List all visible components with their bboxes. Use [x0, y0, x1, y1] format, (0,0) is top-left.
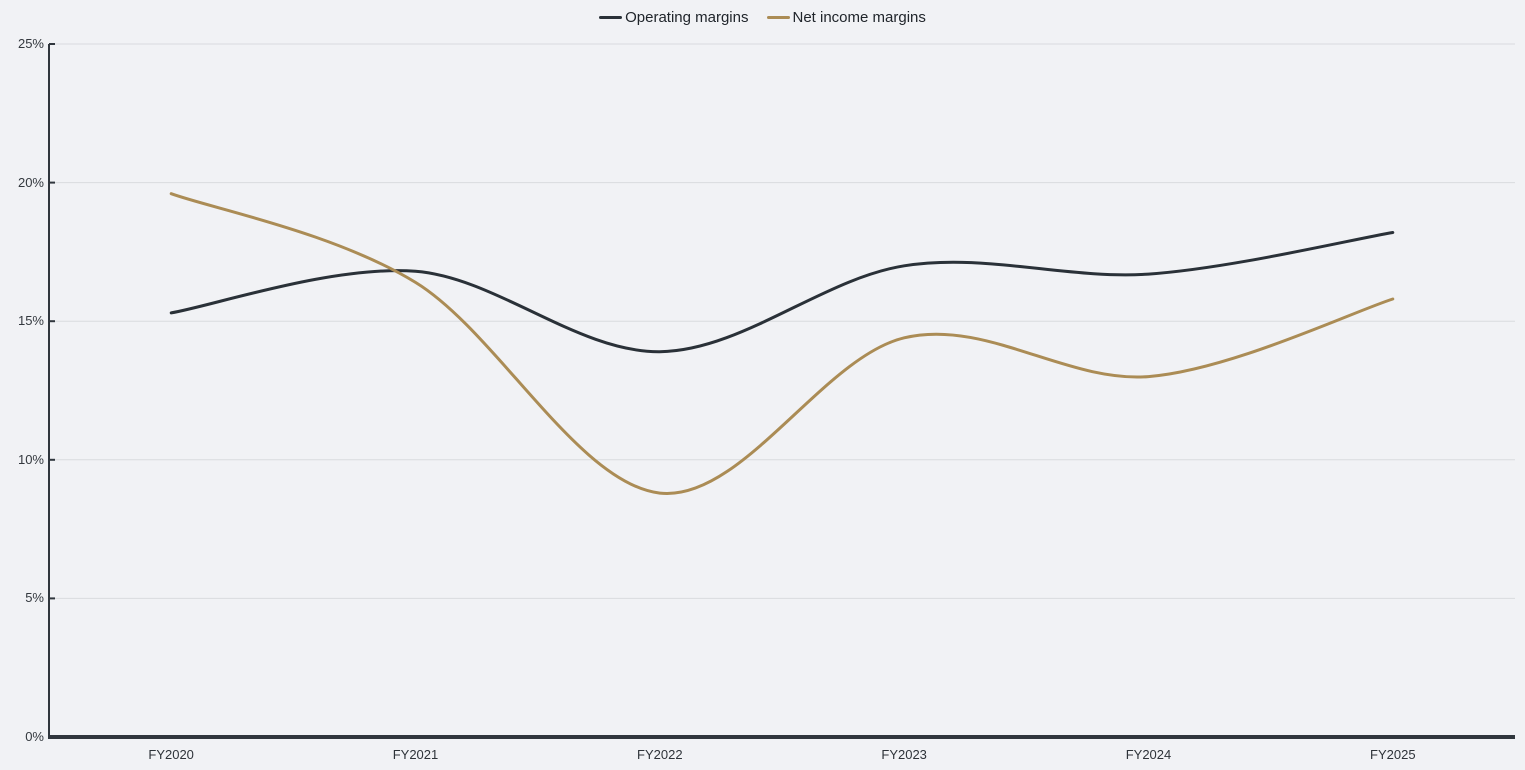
x-axis-label: FY2022 — [637, 747, 683, 762]
y-axis-label: 0% — [25, 729, 44, 744]
chart-legend: Operating margins Net income margins — [0, 9, 1525, 26]
legend-line-swatch-net-income-margins — [766, 16, 790, 19]
legend-item-operating-margins[interactable]: Operating margins — [599, 9, 749, 26]
legend-line-swatch-operating-margins — [599, 16, 623, 19]
y-axis-label: 25% — [17, 36, 44, 51]
y-axis-label: 20% — [17, 174, 44, 190]
x-axis-label: FY2021 — [392, 747, 439, 762]
y-axis-label: 10% — [17, 451, 44, 467]
series-line-net-income-margins[interactable] — [169, 192, 1395, 495]
x-axis-label: FY2024 — [1125, 747, 1172, 762]
y-axis-label: 5% — [25, 590, 44, 606]
legend-item-net-income-margins[interactable]: Net income margins — [766, 9, 926, 26]
x-axis-label: FY2025 — [1370, 747, 1416, 762]
legend-label-operating-margins: Operating margins — [625, 9, 749, 26]
legend-label-net-income-margins: Net income margins — [792, 9, 926, 26]
y-axis-label: 15% — [17, 313, 44, 329]
x-axis-label: FY2023 — [881, 747, 927, 762]
x-axis-label: FY2020 — [148, 747, 194, 762]
series-line-operating-margins[interactable] — [169, 231, 1395, 354]
